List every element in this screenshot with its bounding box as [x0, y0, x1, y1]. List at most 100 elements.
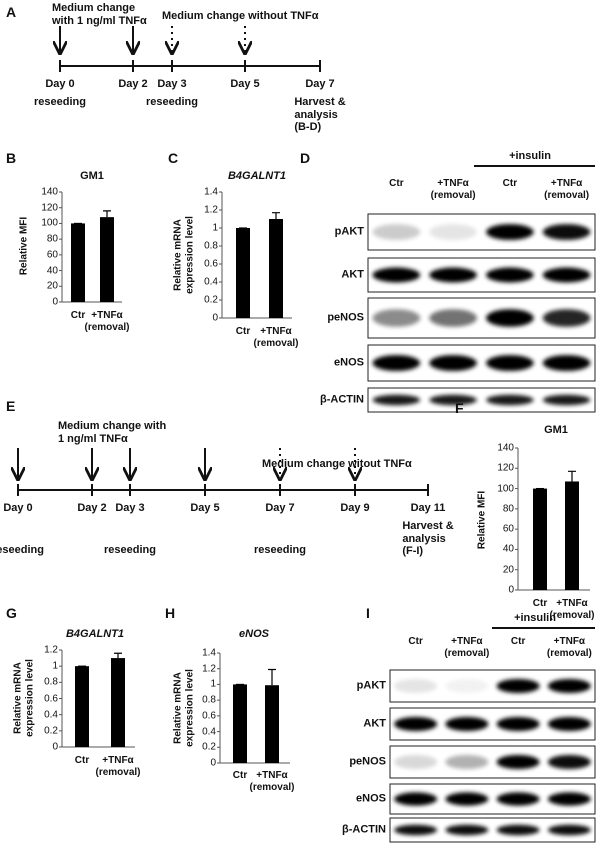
row-label: β-ACTIN — [342, 823, 386, 836]
chart-title: GM1 — [80, 170, 104, 182]
bar — [269, 219, 283, 318]
row-label: eNOS — [356, 792, 386, 805]
day-note: reseeding — [34, 96, 86, 108]
lane-label: Ctr — [408, 636, 423, 647]
band — [394, 716, 438, 732]
y-tick-label: 20 — [46, 280, 58, 292]
group-label: +insulin — [509, 150, 551, 162]
x-tick-label: Ctr — [74, 755, 90, 766]
error-bar — [114, 652, 122, 659]
x-tick-label: Ctr — [532, 598, 548, 609]
band — [486, 394, 534, 406]
day-note: reseeding — [0, 544, 44, 556]
bar — [71, 223, 85, 302]
y-tick-label: 140 — [41, 186, 58, 198]
band — [496, 754, 540, 770]
band — [394, 678, 438, 694]
band — [486, 267, 534, 283]
lane-label: +TNFα (removal) — [444, 636, 490, 659]
band — [372, 355, 421, 371]
bar — [100, 217, 114, 302]
bar — [265, 685, 279, 763]
band — [372, 224, 421, 240]
band — [486, 355, 534, 371]
timeline-note: Medium change with 1 ng/ml TNFα — [52, 2, 147, 27]
band — [547, 792, 591, 806]
band — [445, 754, 489, 770]
bar — [75, 666, 89, 747]
day-label: Day 9 — [340, 502, 370, 514]
chart-title: B4GALNT1 — [227, 170, 287, 182]
y-tick-label: 1 — [212, 222, 218, 234]
row-label: AKT — [341, 268, 364, 281]
day-label: Day 0 — [45, 78, 75, 90]
band — [542, 309, 591, 327]
day-note: reseeding — [104, 544, 156, 556]
bar — [533, 488, 547, 590]
y-tick-label: 0 — [508, 584, 514, 596]
x-tick-label: +TNFα (removal) — [253, 326, 299, 349]
band — [372, 394, 421, 406]
timeline-note: Medium change with 1 ng/ml TNFα — [58, 420, 167, 445]
y-tick-label: 40 — [46, 264, 58, 276]
row-label: peNOS — [349, 755, 386, 768]
y-tick-label: 1.4 — [204, 186, 218, 198]
y-tick-label: 0.2 — [204, 294, 218, 306]
band — [394, 792, 438, 806]
timeline-note: Medium change witout TNFα — [262, 458, 412, 470]
lane-label: +TNFα (removal) — [544, 178, 590, 201]
row-label: peNOS — [327, 311, 364, 324]
panel-label: C — [168, 150, 179, 166]
band — [445, 824, 489, 836]
y-tick-label: 120 — [497, 462, 514, 474]
day-note: reseeding — [254, 544, 306, 556]
x-tick-label: +TNFα (removal) — [549, 598, 595, 621]
y-axis-label: Relative MFI — [18, 216, 30, 276]
lane-label: Ctr — [510, 636, 526, 647]
day-label: Day 5 — [190, 502, 220, 514]
group-label: +insulin — [514, 612, 556, 624]
day-label: Day 2 — [118, 78, 148, 90]
y-tick-label: 40 — [502, 543, 514, 555]
y-tick-label: 0.6 — [204, 258, 218, 270]
band — [429, 394, 477, 406]
y-axis-label: Relative mRNA expression level — [172, 669, 196, 747]
band — [542, 394, 591, 406]
panel-label: B — [6, 150, 17, 166]
band — [547, 716, 591, 732]
day-label: Day 5 — [230, 78, 260, 90]
y-tick-label: 0.4 — [44, 708, 58, 720]
day-label: Day 11 — [410, 502, 446, 514]
panel-label: E — [6, 398, 16, 414]
band — [547, 678, 591, 694]
x-tick-label: +TNFα (removal) — [95, 755, 141, 778]
y-tick-label: 0.4 — [202, 725, 216, 737]
y-tick-label: 80 — [502, 503, 514, 515]
bar — [565, 481, 579, 590]
y-tick-label: 1.2 — [44, 644, 58, 656]
bar — [236, 228, 250, 318]
y-axis-label: Relative MFI — [476, 490, 488, 550]
day-label: Day 2 — [77, 502, 107, 514]
x-tick-label: Ctr — [70, 310, 86, 321]
band — [372, 309, 421, 327]
band — [394, 754, 438, 770]
lane-label: Ctr — [389, 178, 404, 189]
lane-label: Ctr — [502, 178, 518, 189]
y-tick-label: 1.2 — [202, 662, 216, 674]
y-tick-label: 1.2 — [204, 204, 218, 216]
bar — [233, 684, 247, 763]
y-tick-label: 0.2 — [202, 741, 216, 753]
y-tick-label: 100 — [41, 217, 58, 229]
band — [486, 309, 534, 327]
y-tick-label: 1 — [210, 678, 216, 690]
y-tick-label: 0 — [52, 296, 58, 308]
row-label: pAKT — [334, 225, 364, 238]
y-tick-label: 20 — [502, 563, 514, 575]
y-tick-label: 80 — [46, 233, 58, 245]
y-axis-label: Relative mRNA expression level — [12, 659, 36, 737]
band — [445, 792, 489, 806]
band — [542, 355, 591, 371]
